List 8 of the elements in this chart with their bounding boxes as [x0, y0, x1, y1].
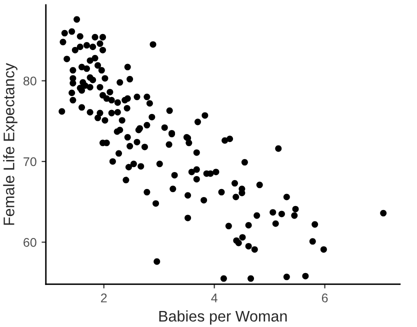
- x-tick-label: 2: [101, 294, 107, 302]
- y-tick-label: 70: [24, 157, 36, 166]
- y-tick-label: 60: [24, 238, 36, 247]
- y-tick-label: 80: [23, 76, 36, 86]
- x-tick-label: 6: [322, 294, 328, 302]
- y-axis-title: Female Life Expectancy: [3, 63, 18, 225]
- x-axis-title: Babies per Woman: [159, 310, 287, 325]
- x-tick-label: 4: [211, 294, 218, 302]
